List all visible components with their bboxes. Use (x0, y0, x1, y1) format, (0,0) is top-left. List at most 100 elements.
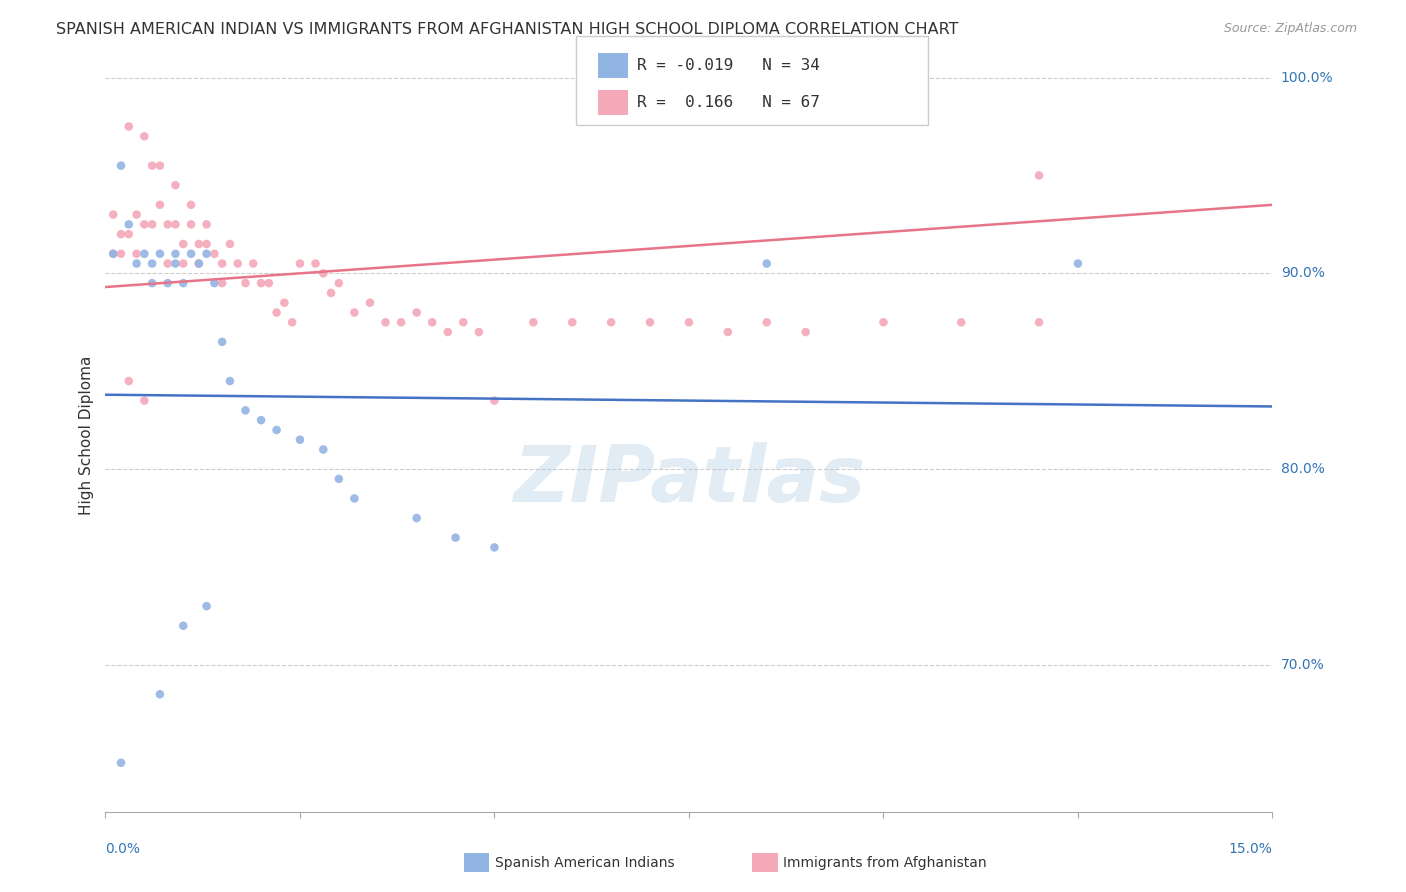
Point (343, 491, 366, 506)
Point (172, 256, 194, 270)
Point (103, 208, 125, 222)
Point (195, 237, 218, 252)
Point (180, 198, 202, 212)
Point (141, 276, 163, 290)
Text: R = -0.019   N = 34: R = -0.019 N = 34 (637, 58, 820, 73)
Point (103, 246, 125, 260)
Text: 80.0%: 80.0% (1281, 462, 1324, 476)
Point (755, 256, 778, 270)
Point (250, 413, 273, 427)
Point (405, 305, 427, 319)
Point (134, 393, 156, 408)
Point (281, 315, 304, 329)
Point (134, 129, 156, 144)
Point (242, 256, 264, 270)
Text: ZIPatlas: ZIPatlas (513, 442, 865, 518)
Point (195, 246, 218, 260)
Point (110, 756, 132, 770)
Text: 0.0%: 0.0% (105, 842, 141, 856)
Point (149, 159, 172, 173)
Point (149, 246, 172, 260)
Point (125, 256, 148, 270)
Point (755, 315, 778, 329)
Y-axis label: High School Diploma: High School Diploma (79, 355, 94, 515)
Point (1028, 169, 1050, 183)
Point (211, 256, 233, 270)
Point (319, 285, 342, 300)
Point (226, 256, 249, 270)
Point (202, 246, 225, 260)
Point (389, 315, 412, 329)
Point (219, 237, 242, 252)
Point (118, 218, 141, 232)
Text: 100.0%: 100.0% (1281, 70, 1333, 85)
Point (405, 511, 427, 525)
Point (165, 178, 187, 193)
Point (950, 315, 973, 329)
Point (717, 325, 740, 339)
Point (794, 325, 817, 339)
Point (172, 276, 194, 290)
Point (266, 423, 288, 437)
Text: SPANISH AMERICAN INDIAN VS IMMIGRANTS FROM AFGHANISTAN HIGH SCHOOL DIPLOMA CORRE: SPANISH AMERICAN INDIAN VS IMMIGRANTS FR… (56, 22, 959, 37)
Point (235, 403, 257, 417)
Point (359, 295, 381, 310)
Text: 70.0%: 70.0% (1281, 658, 1324, 672)
Point (187, 237, 209, 252)
Text: 15.0%: 15.0% (1229, 842, 1272, 856)
Point (266, 305, 288, 319)
Point (235, 276, 257, 290)
Point (273, 295, 295, 310)
Point (187, 256, 209, 270)
Point (156, 276, 179, 290)
Point (328, 276, 350, 290)
Point (250, 276, 273, 290)
Point (118, 227, 141, 242)
Point (328, 472, 350, 486)
Point (211, 334, 233, 349)
Point (187, 256, 209, 270)
Point (195, 218, 218, 232)
Point (118, 120, 141, 134)
Point (312, 442, 335, 457)
Point (288, 433, 311, 447)
Point (134, 246, 156, 260)
Point (420, 315, 443, 329)
Point (141, 218, 163, 232)
Point (156, 256, 179, 270)
Point (444, 531, 467, 545)
Point (172, 237, 194, 252)
Point (343, 305, 366, 319)
Point (195, 599, 218, 614)
Text: Immigrants from Afghanistan: Immigrants from Afghanistan (783, 855, 987, 870)
Point (125, 208, 148, 222)
Point (149, 687, 172, 701)
Point (211, 276, 233, 290)
Point (561, 315, 583, 329)
Point (180, 246, 202, 260)
Text: R =  0.166   N = 67: R = 0.166 N = 67 (637, 95, 820, 111)
Text: 90.0%: 90.0% (1281, 267, 1324, 280)
Point (110, 246, 132, 260)
Point (1067, 256, 1090, 270)
Point (172, 618, 194, 632)
Point (468, 325, 491, 339)
Point (110, 227, 132, 242)
Point (134, 218, 156, 232)
Point (304, 256, 326, 270)
Point (110, 159, 132, 173)
Point (149, 198, 172, 212)
Point (103, 246, 125, 260)
Point (141, 256, 163, 270)
Point (600, 315, 623, 329)
Text: Source: ZipAtlas.com: Source: ZipAtlas.com (1223, 22, 1357, 36)
Point (165, 218, 187, 232)
Point (125, 246, 148, 260)
Point (678, 315, 700, 329)
Point (180, 218, 202, 232)
Point (165, 246, 187, 260)
Point (1028, 315, 1050, 329)
Point (165, 256, 187, 270)
Point (484, 393, 506, 408)
Point (202, 276, 225, 290)
